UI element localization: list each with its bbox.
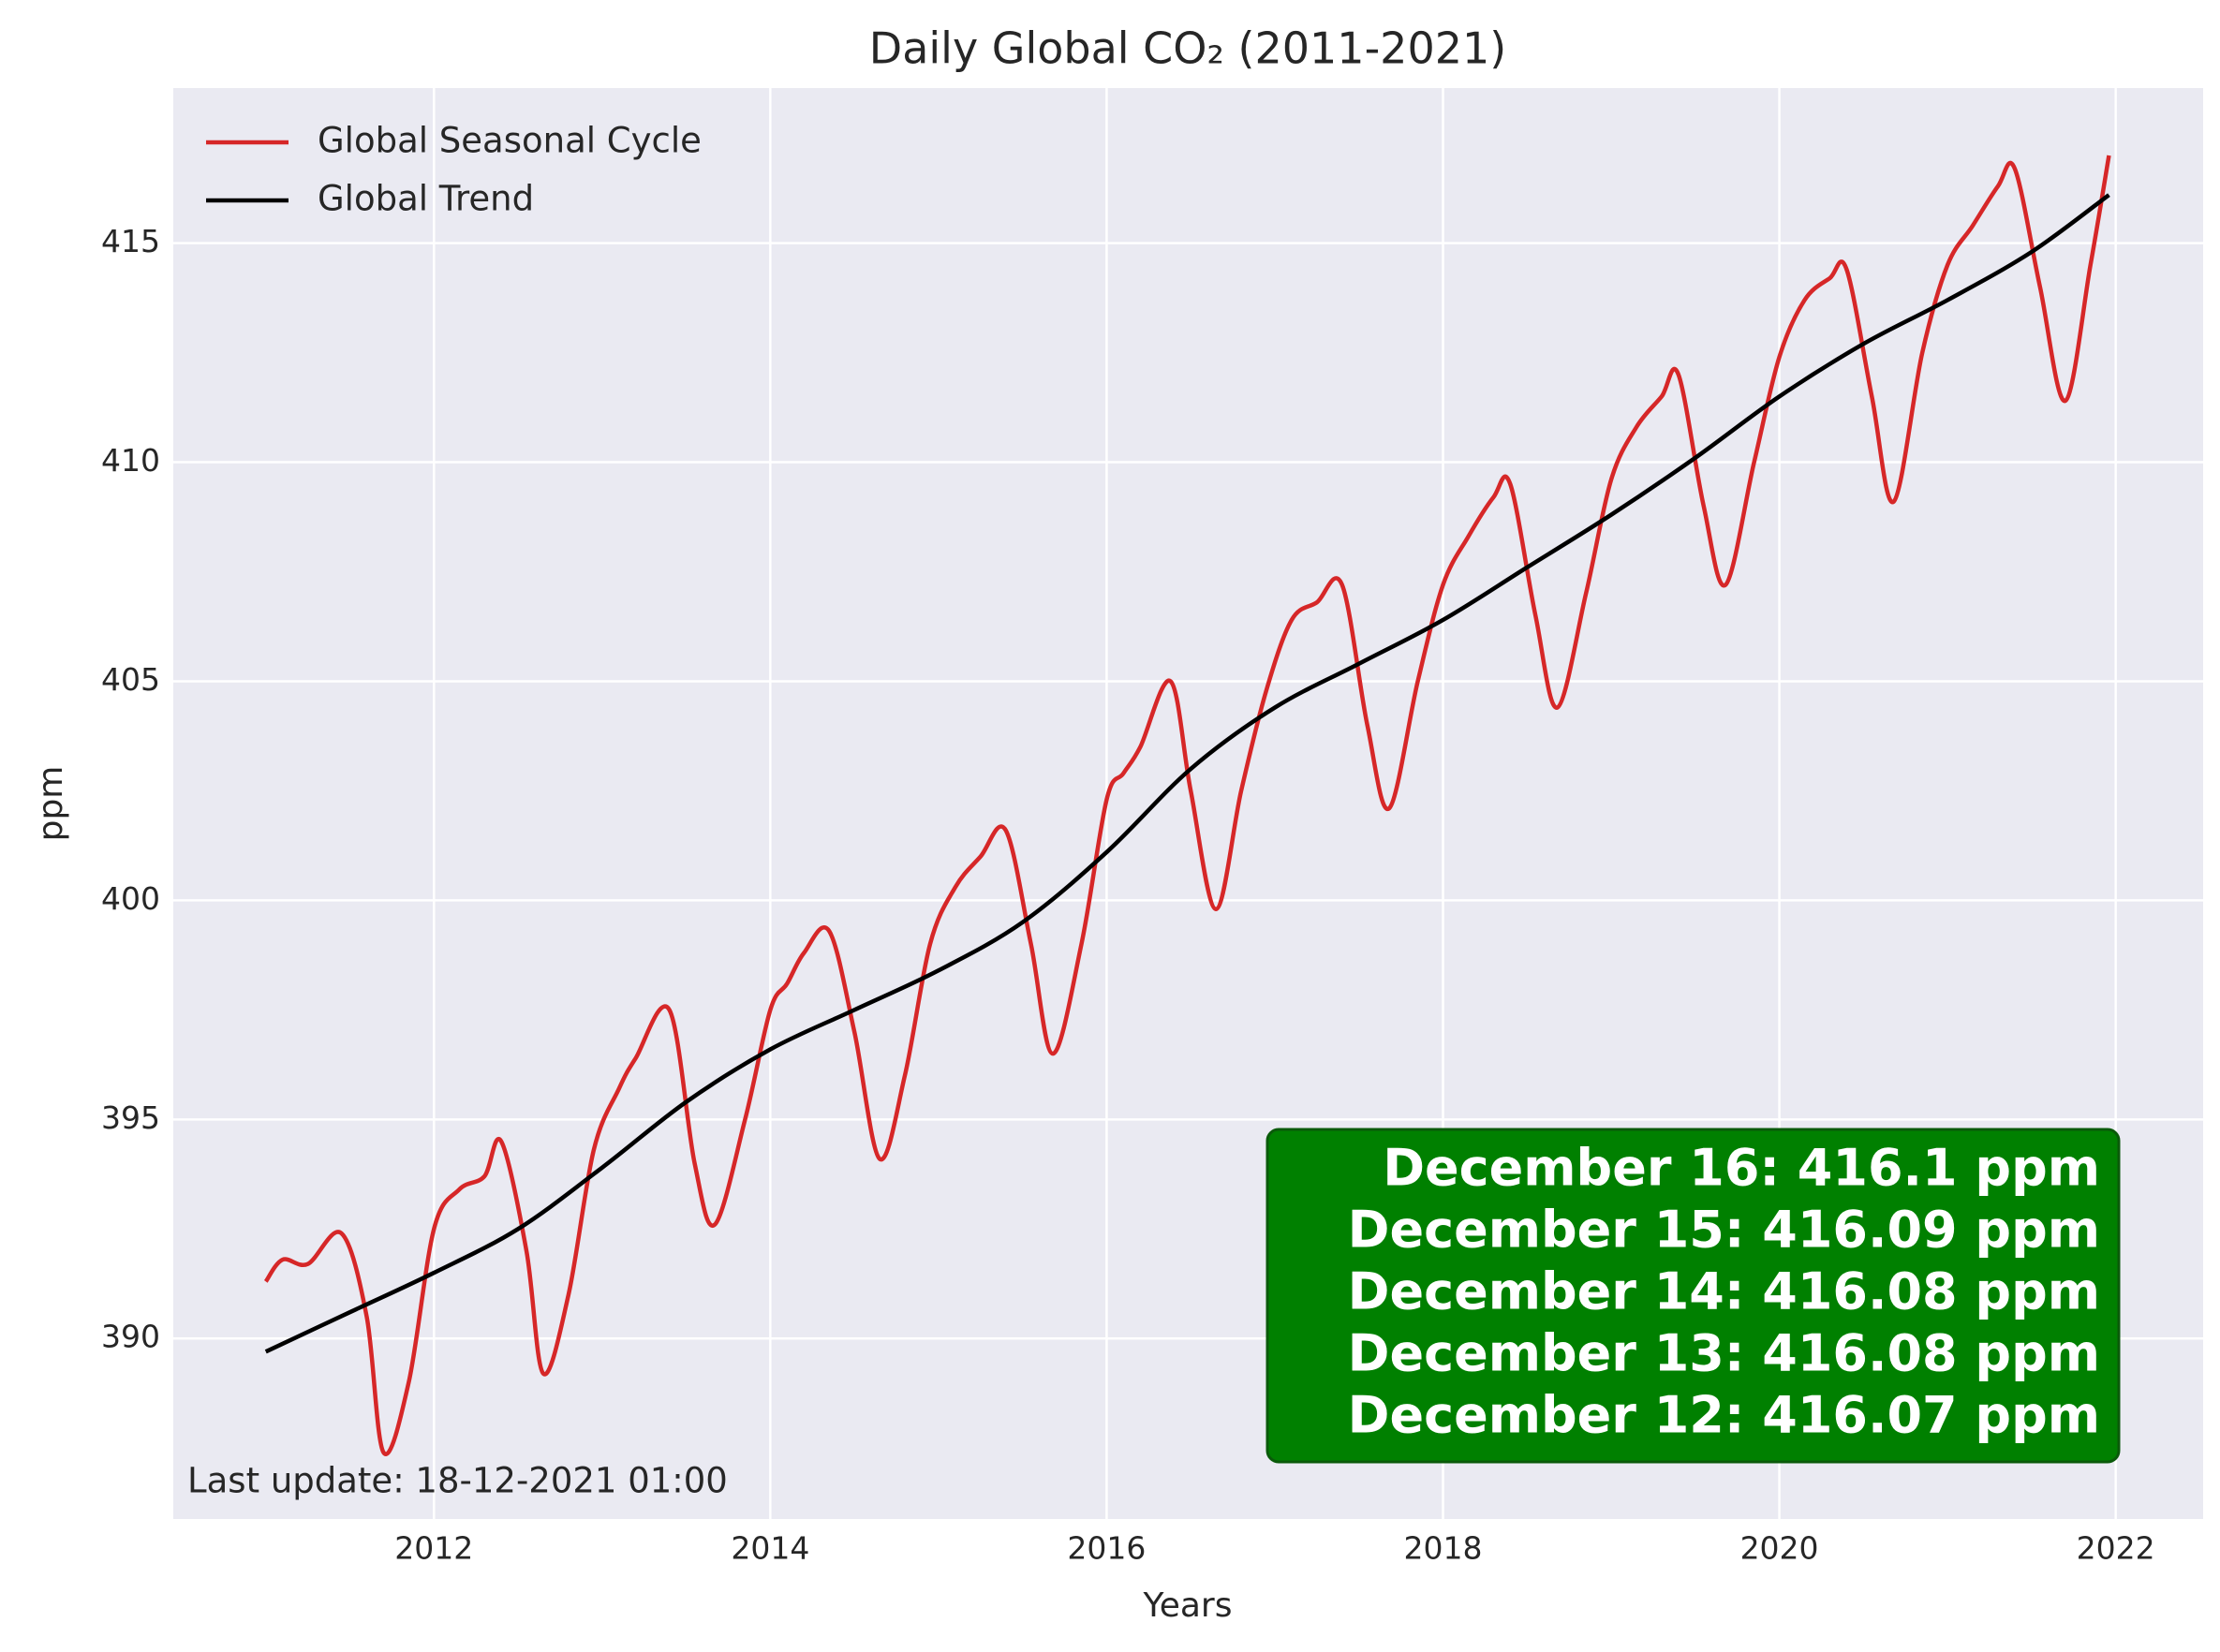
info-line: December 15: 416.09 ppm [1348,1201,2100,1260]
y-tick-label: 410 [101,442,160,479]
info-box [1265,1128,2121,1464]
legend-label: Global Trend [318,179,534,219]
y-tick-label: 395 [101,1099,160,1136]
x-tick-label: 2012 [394,1530,473,1567]
info-line: December 13: 416.08 ppm [1348,1324,2100,1383]
y-tick-label: 390 [101,1319,160,1355]
y-tick-label: 415 [101,223,160,259]
y-tick-label: 400 [101,880,160,917]
x-tick-label: 2018 [1404,1530,1483,1567]
info-line: December 14: 416.08 ppm [1348,1262,2100,1321]
info-line: December 12: 416.07 ppm [1348,1386,2100,1445]
x-tick-label: 2022 [2077,1530,2155,1567]
y-axis-label: ppm [32,766,70,842]
x-tick-label: 2014 [731,1530,809,1567]
info-line: December 16: 416.1 ppm [1383,1139,2100,1198]
annotation: Last update: 18-12-2021 01:00 [187,1461,728,1501]
x-tick-label: 2016 [1067,1530,1146,1567]
y-tick-label: 405 [101,661,160,698]
data-line [263,155,2111,1456]
data-line [264,193,2110,1354]
chart-title: Daily Global CO₂ (2011-2021) [869,23,1506,74]
x-tick-label: 2020 [1740,1530,1819,1567]
legend-label: Global Seasonal Cycle [318,121,702,161]
x-axis-label: Years [1143,1586,1233,1625]
